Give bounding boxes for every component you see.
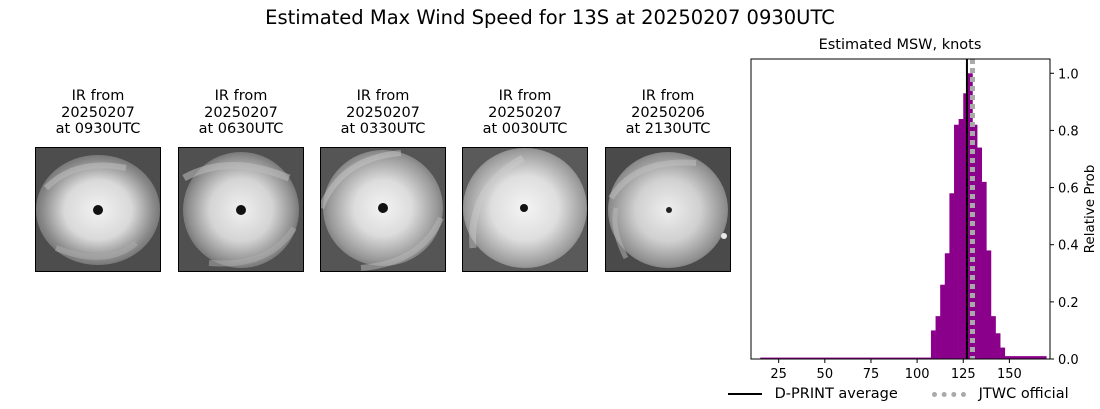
- histogram-bar: [870, 357, 876, 359]
- ir-caption: IR from 20250207 at 0330UTC: [340, 88, 426, 137]
- histogram-bar: [917, 357, 923, 359]
- histogram-bar: [792, 357, 798, 359]
- ir-satellite-image: [320, 147, 446, 272]
- histogram-bar: [838, 357, 844, 359]
- y-tick-label: 0.2: [1058, 296, 1079, 311]
- histogram-bar: [903, 357, 909, 359]
- ir-panel-5: IR from 20250206 at 2130UTC: [605, 88, 731, 272]
- histogram-bar: [820, 357, 826, 359]
- histogram-bar: [1032, 356, 1038, 359]
- ir-panel-3: IR from 20250207 at 0330UTC: [320, 88, 446, 272]
- histogram-bar: [847, 357, 853, 359]
- histogram-bar: [1037, 356, 1042, 359]
- ir-panel-1: IR from 20250207 at 0930UTC: [35, 88, 161, 272]
- histogram-bar: [981, 181, 987, 359]
- histogram-bar: [1041, 356, 1047, 359]
- histogram-bar: [769, 357, 775, 359]
- histogram-bar: [986, 250, 992, 359]
- histogram-bar: [894, 357, 899, 359]
- histogram-bar: [810, 357, 816, 359]
- histogram-bar: [774, 357, 779, 359]
- histogram-bar: [783, 357, 789, 359]
- x-tick-label: 50: [817, 367, 834, 382]
- histogram-bar: [1027, 356, 1033, 359]
- legend-label: D-PRINT average: [774, 386, 898, 402]
- ir-caption: IR from 20250207 at 0030UTC: [482, 88, 568, 137]
- histogram-bar: [949, 193, 955, 359]
- ir-caption: IR from 20250207 at 0630UTC: [198, 88, 284, 137]
- ir-caption: IR from 20250206 at 2130UTC: [625, 88, 711, 137]
- x-tick-label: 25: [770, 367, 787, 382]
- histogram-bar: [963, 93, 969, 360]
- histogram-bar: [806, 357, 812, 359]
- histogram-bar: [940, 284, 946, 359]
- histogram-bar: [1004, 356, 1010, 359]
- histogram-bar: [778, 357, 784, 359]
- ir-satellite-image: [178, 147, 304, 272]
- histogram-bar: [824, 357, 830, 359]
- histogram-bar: [852, 357, 858, 359]
- histogram-bar: [801, 357, 807, 359]
- histogram-bar: [898, 357, 904, 359]
- histogram-bar: [977, 147, 983, 359]
- y-tick-label: 1.0: [1058, 67, 1079, 82]
- histogram-bar: [875, 357, 881, 359]
- ir-panel-4: IR from 20250207 at 0030UTC: [462, 88, 588, 272]
- histogram-bar: [866, 357, 872, 359]
- histogram-bar: [889, 357, 895, 359]
- x-tick-label: 125: [951, 367, 976, 382]
- y-tick-label: 0.8: [1058, 124, 1079, 139]
- y-axis-label: Relative Prob: [1082, 165, 1098, 254]
- ir-satellite-image: [35, 147, 161, 272]
- figure-title: Estimated Max Wind Speed for 13S at 2025…: [265, 6, 835, 29]
- ir-caption: IR from 20250207 at 0930UTC: [55, 88, 141, 137]
- legend-label: JTWC official: [978, 386, 1069, 402]
- histogram-bar: [797, 357, 803, 359]
- histogram-bar: [760, 357, 766, 359]
- histogram-bar: [990, 316, 996, 359]
- x-tick-label: 75: [863, 367, 880, 382]
- y-tick-label: 0.4: [1058, 239, 1079, 254]
- histogram-bar: [944, 253, 950, 359]
- histogram-bar: [926, 357, 932, 359]
- x-tick-label: 150: [997, 367, 1022, 382]
- histogram-bar: [884, 357, 890, 359]
- histogram-bar: [880, 357, 886, 359]
- histogram-bar: [954, 124, 959, 359]
- y-tick-label: 0.0: [1058, 353, 1079, 368]
- legend-item-jtwc: JTWC official: [932, 386, 1069, 402]
- histogram-bar: [930, 330, 936, 359]
- chart-title: Estimated MSW, knots: [819, 37, 982, 53]
- histogram-bar: [912, 357, 918, 359]
- histogram-bar: [834, 357, 839, 359]
- histogram-bar: [1009, 356, 1015, 359]
- y-tick-label: 0.6: [1058, 182, 1079, 197]
- histogram-bar: [843, 357, 849, 359]
- ir-satellite-image: [605, 147, 731, 272]
- histogram-bar: [787, 357, 793, 359]
- histogram-bar: [861, 357, 867, 359]
- histogram-bar: [764, 357, 770, 359]
- histogram-bar: [1000, 347, 1006, 359]
- ir-panel-2: IR from 20250207 at 0630UTC: [178, 88, 304, 272]
- histogram-bar: [958, 119, 964, 359]
- histogram-bar: [829, 357, 835, 359]
- msw-histogram: Estimated MSW, knots 25 50 75 100 125 150 0.0…: [750, 37, 1098, 382]
- histogram-bar: [907, 357, 913, 359]
- plot-frame: [750, 58, 1051, 360]
- ir-satellite-image: [462, 147, 588, 272]
- legend-swatch-dotted: [932, 391, 966, 397]
- x-tick-label: 100: [905, 367, 930, 382]
- histogram-bar: [995, 333, 1001, 359]
- histogram-bar: [1014, 356, 1019, 359]
- histogram-bar: [1023, 356, 1029, 359]
- histogram-bar: [1018, 356, 1024, 359]
- histogram-bar: [921, 357, 927, 359]
- histogram-bar: [935, 316, 941, 359]
- histogram-bar: [857, 357, 863, 359]
- histogram-bar: [815, 357, 821, 359]
- legend-swatch-solid: [728, 393, 762, 395]
- legend-item-dprint: D-PRINT average: [728, 386, 898, 402]
